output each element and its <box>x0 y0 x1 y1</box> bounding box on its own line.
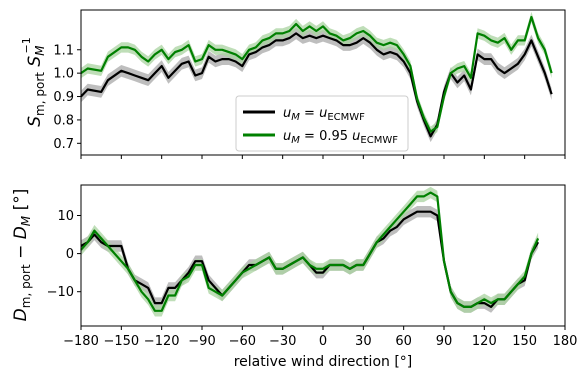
bottom-band-series-2 <box>81 186 539 317</box>
top-panel: 0.7 0.8 0.9 1.0 1.1 Sm, port SM−1 uM = uECMW… <box>20 9 566 159</box>
top-y-tick-label: 0.8 <box>53 113 74 128</box>
bottom-y-tick-label: 0 <box>66 247 74 262</box>
x-tick-label: −180 <box>63 334 99 349</box>
top-y-tick-label: 0.9 <box>53 90 74 105</box>
top-line-series-2 <box>80 15 553 133</box>
bottom-y-axis-label: Dm, port − DM [°] <box>11 189 33 322</box>
top-y-axis-label: Sm, port SM−1 <box>20 37 47 127</box>
x-axis-label: relative wind direction [°] <box>234 354 413 370</box>
x-tick-label: −120 <box>144 334 180 349</box>
top-bands <box>81 11 552 143</box>
x-tick-label: 180 <box>553 334 578 349</box>
bottom-line-series-2 <box>80 191 540 312</box>
bottom-lines <box>80 191 540 312</box>
bottom-x-ticks: −180 −150 −120 −90 −60 −30 0 30 60 90 120 150 180 <box>63 326 577 349</box>
top-band-series-1 <box>81 27 552 143</box>
top-y-tick-label: 1.0 <box>53 67 74 82</box>
bottom-y-ticks: −10 0 10 <box>47 209 81 300</box>
x-tick-label: 30 <box>355 334 372 349</box>
bottom-y-tick-label: −10 <box>47 285 74 300</box>
top-y-tick-label: 1.1 <box>53 43 74 58</box>
legend-box <box>235 95 409 152</box>
x-tick-label: 60 <box>395 334 412 349</box>
bottom-bands <box>81 186 539 317</box>
x-tick-label: −60 <box>229 334 256 349</box>
legend-label-green: uM = 0.95 uECMWF <box>283 129 398 146</box>
x-tick-label: −30 <box>269 334 296 349</box>
x-tick-label: 150 <box>512 334 537 349</box>
top-x-ticks <box>80 155 566 159</box>
legend-label-black: uM = uECMWF <box>283 106 365 123</box>
x-tick-label: 90 <box>436 334 453 349</box>
x-tick-label: −90 <box>188 334 215 349</box>
x-tick-label: −150 <box>103 334 139 349</box>
top-y-ticks: 0.7 0.8 0.9 1.0 1.1 <box>53 43 81 152</box>
bottom-y-tick-label: 10 <box>57 209 74 224</box>
top-y-tick-label: 0.7 <box>53 137 74 152</box>
bottom-panel: −10 0 10 −180 −150 −120 −90 −60 −30 0 30 60 90 120 15… <box>11 184 577 370</box>
x-tick-label: 120 <box>472 334 497 349</box>
legend: uM = uECMWF uM = 0.95 uECMWF <box>235 95 409 152</box>
top-line-series-1 <box>80 32 553 138</box>
x-tick-label: 0 <box>319 334 327 349</box>
top-lines <box>80 15 553 138</box>
